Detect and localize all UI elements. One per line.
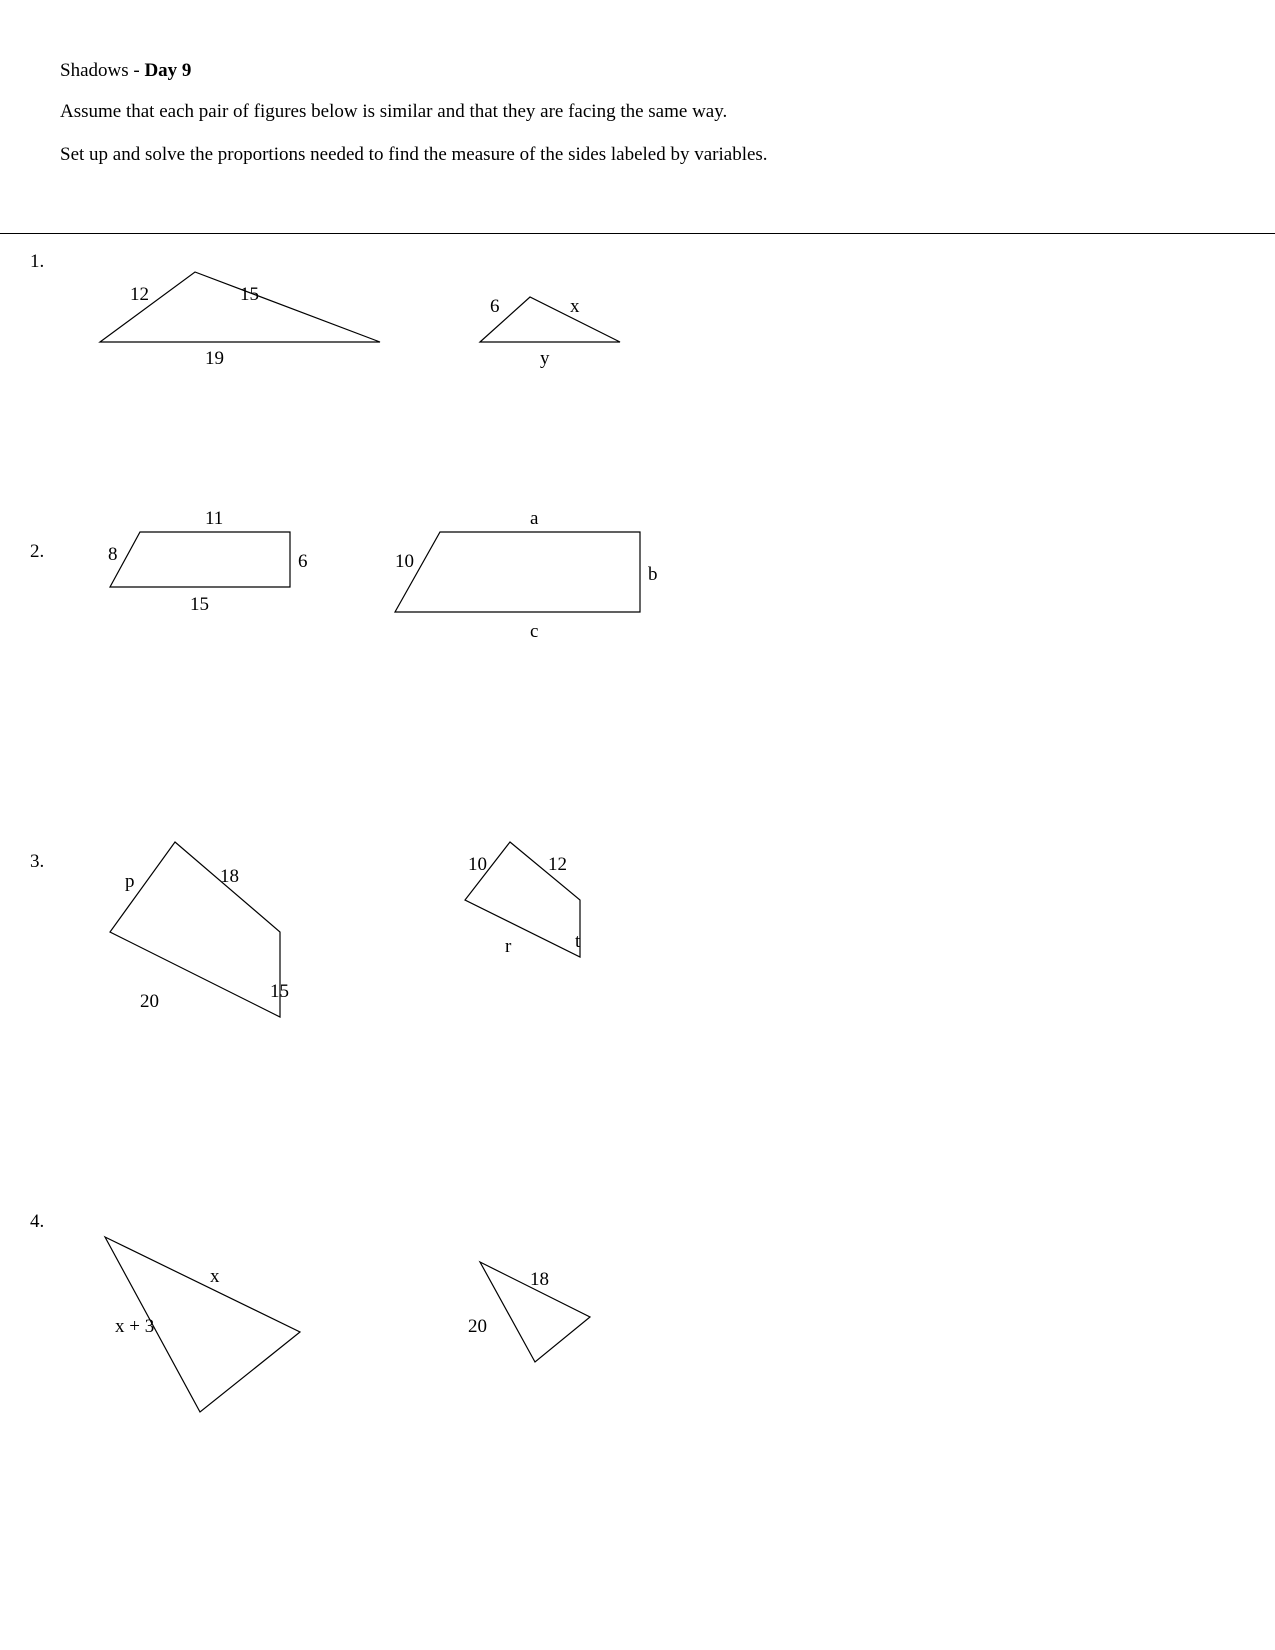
problem-number: 2. [30,541,44,562]
p2-small-top: 11 [205,508,223,529]
p3-large-tl: p [125,871,135,892]
p1-large-base: 19 [205,348,224,369]
p1-small-triangle [480,297,620,342]
p3-large-tr: 18 [220,866,239,887]
p1-small-side1: 6 [490,296,500,317]
p2-small-left: 8 [108,544,118,565]
p4-large-left: x + 3 [115,1316,154,1337]
p2-small-right: 6 [298,551,308,572]
p1-large-side1: 12 [130,284,149,305]
p4-small-top: 18 [530,1269,549,1290]
p2-large-top: a [530,508,539,529]
p2-large-bottom: c [530,621,538,642]
p2-large-left: 10 [395,551,414,572]
p3-small-br: t [575,931,581,952]
title-day: Day 9 [144,60,191,81]
instruction-line-1: Assume that each pair of figures below i… [60,100,1215,125]
problem-number: 1. [30,251,44,272]
p3-small-tr: 12 [548,854,567,875]
p3-large-quad [110,842,280,1017]
problem-4: 4. x x + 3 18 20 [0,1202,1275,1442]
worksheet-title: Shadows - Day 9 [60,60,1215,82]
problem-2: 2. 11 8 6 15 a 10 b c [0,502,1275,702]
p3-large-bl: 20 [140,991,159,1012]
p1-large-triangle [100,272,380,342]
p1-small-base: y [540,348,550,369]
p3-large-br: 15 [270,981,289,1002]
p2-large-right: b [648,564,658,585]
title-prefix: Shadows - [60,60,144,81]
problem-1: 1. 12 15 19 6 x y [0,242,1275,432]
p2-small-trap [110,532,290,587]
problem-number: 3. [30,851,44,872]
p1-small-side2: x [570,296,580,317]
p4-small-left: 20 [468,1316,487,1337]
p3-small-bl: r [505,936,512,957]
header-divider [0,233,1275,234]
instruction-line-2: Set up and solve the proportions needed … [60,143,1215,168]
p4-large-top: x [210,1266,220,1287]
p3-small-tl: 10 [468,854,487,875]
problem-3: 3. p 18 20 15 10 12 r t [0,822,1275,1082]
p2-small-bottom: 15 [190,594,209,615]
problem-number: 4. [30,1211,44,1232]
p2-large-trap [395,532,640,612]
p1-large-side2: 15 [240,284,259,305]
